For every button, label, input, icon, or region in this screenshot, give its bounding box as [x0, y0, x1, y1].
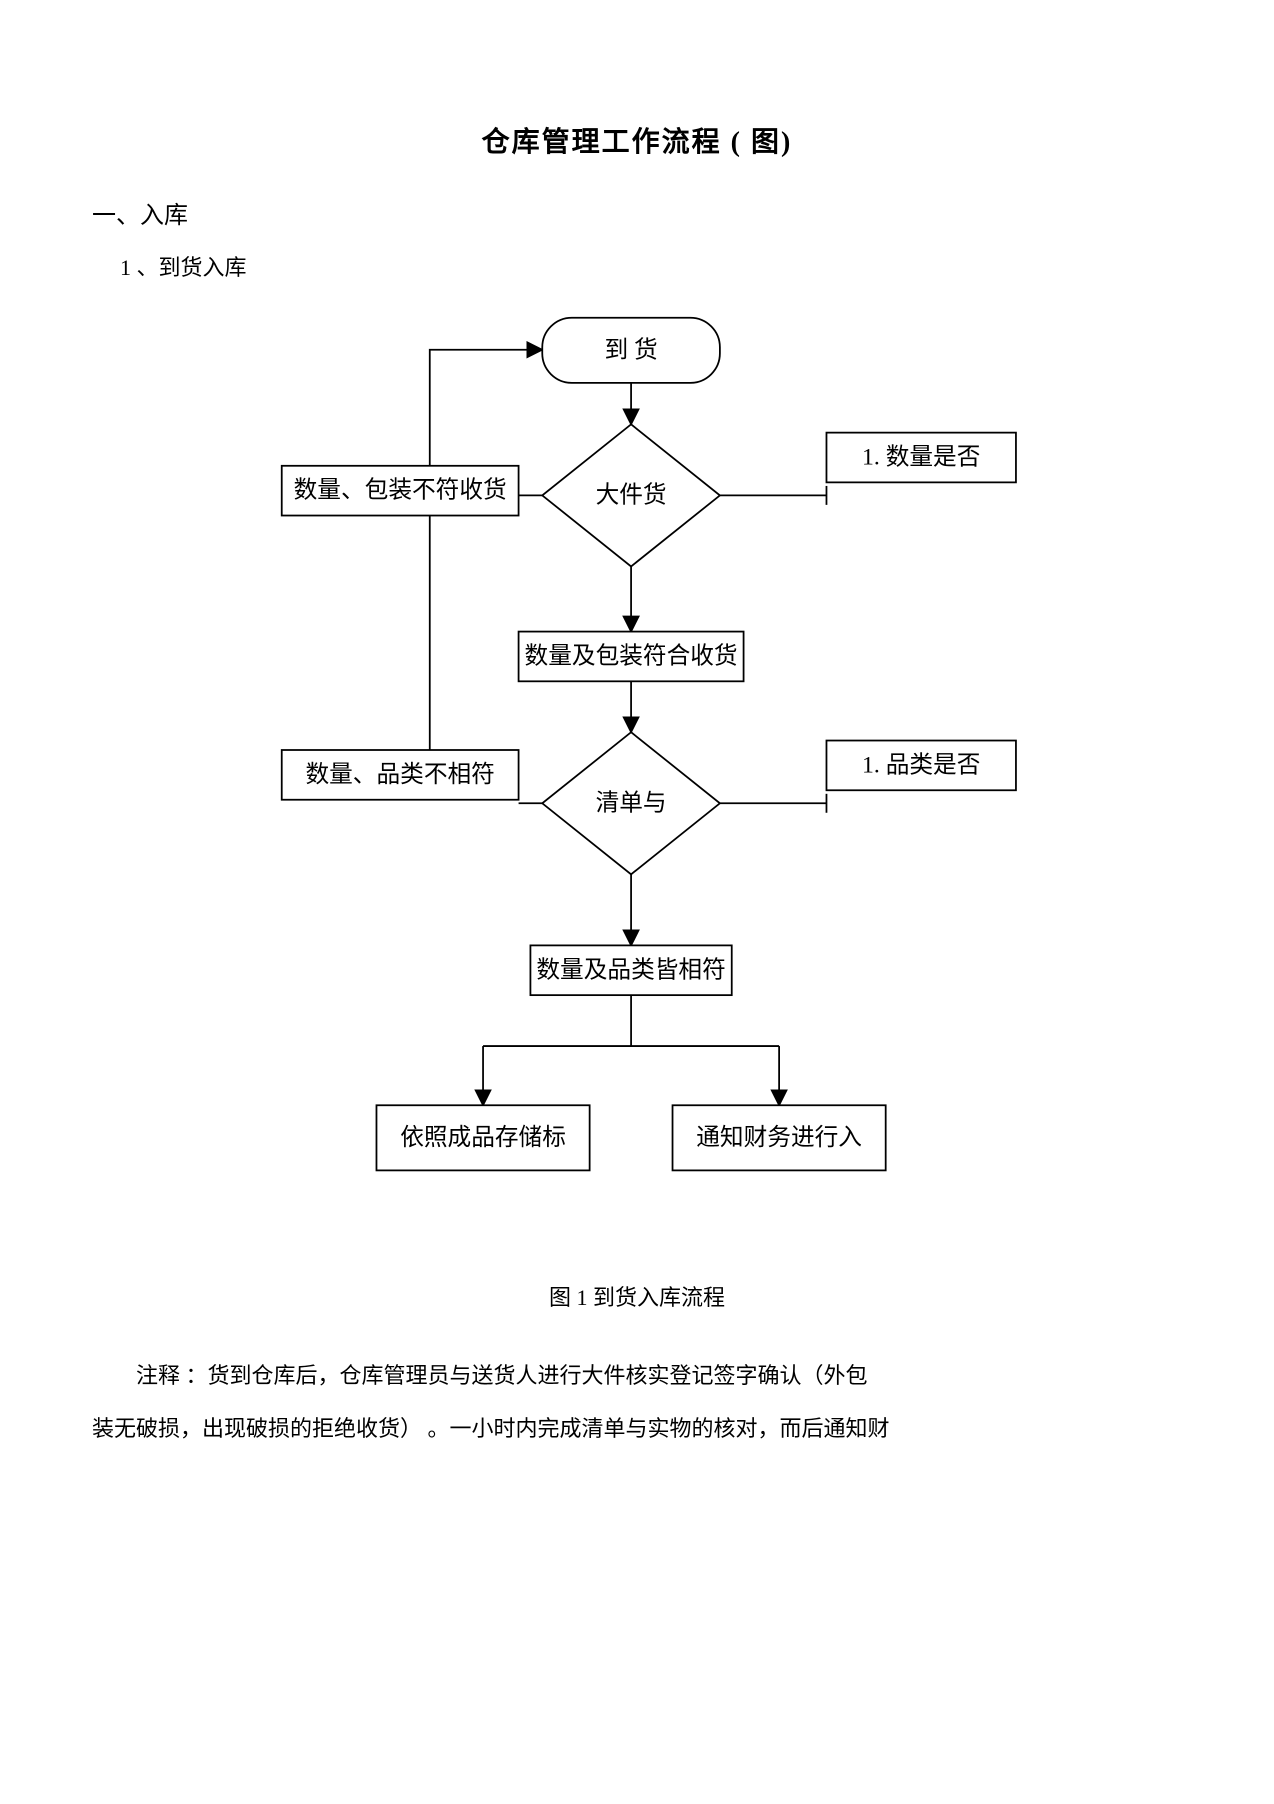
note-line-1: 注释 ：货到仓库后，仓库管理员与送货人进行大件核实登记签字确认（外包: [136, 1363, 868, 1388]
svg-text:1. 数量是否: 1. 数量是否: [862, 444, 980, 471]
svg-text:1. 品类是否: 1. 品类是否: [862, 751, 980, 778]
svg-text:数量及包装符合收货: 数量及包装符合收货: [525, 642, 738, 669]
section-heading: 一、入库: [92, 195, 188, 230]
svg-text:清单与: 清单与: [596, 789, 667, 816]
svg-text:通知财务进行入: 通知财务进行入: [696, 1124, 862, 1151]
svg-text:数量、包装不符收货: 数量、包装不符收货: [294, 477, 507, 504]
svg-text:依照成品存储标: 依照成品存储标: [400, 1124, 566, 1151]
sub-heading: 1 、到货入库: [120, 250, 247, 282]
page-title: 仓库管理工作流程 ( 图): [0, 120, 1274, 160]
svg-text:大件货: 大件货: [596, 481, 667, 508]
figure-caption: 图 1 到货入库流程: [0, 1280, 1274, 1312]
note-paragraph: 注释 ：货到仓库后，仓库管理员与送货人进行大件核实登记签字确认（外包 装无破损，…: [92, 1350, 1182, 1456]
note-line-2: 装无破损，出现破损的拒绝收货） 。一小时内完成清单与实物的核对，而后通知财: [92, 1416, 890, 1441]
flowchart-diagram: 到 货数量、包装不符收货 大件货 1. 数量是否数量及包装符合收货数量、品类不相符清…: [0, 300, 1274, 1200]
svg-text:数量、品类不相符: 数量、品类不相符: [305, 761, 494, 788]
svg-text:数量及品类皆相符: 数量及品类皆相符: [536, 956, 725, 983]
svg-text:到 货: 到 货: [604, 336, 657, 363]
